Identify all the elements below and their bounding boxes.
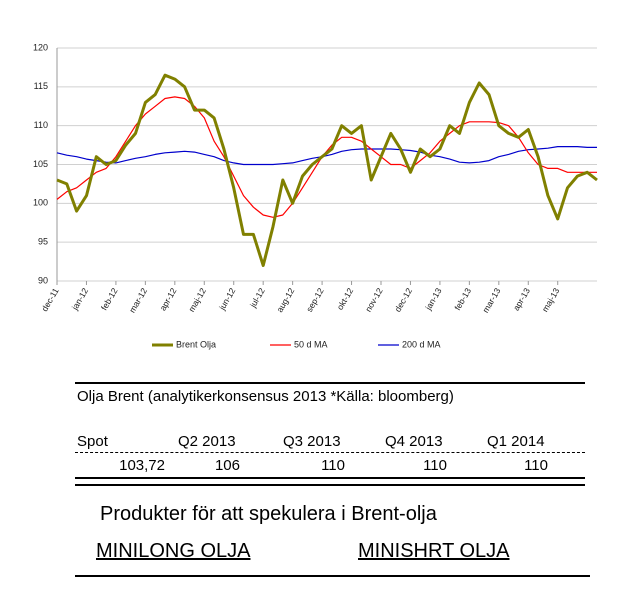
y-tick-label: 110	[34, 120, 48, 130]
y-tick-label: 105	[33, 159, 48, 169]
rule	[75, 382, 585, 384]
x-tick-label: aug-12	[274, 286, 296, 314]
link[interactable]: MINILONG OLJA	[96, 540, 251, 562]
table-header: Q4 2013	[385, 433, 443, 450]
table-header: Spot	[77, 433, 108, 450]
x-tick-label: jan-13	[423, 286, 444, 313]
series-line	[56, 73, 598, 267]
rule	[75, 452, 585, 453]
table-cell: 110	[321, 457, 345, 474]
x-tick-label: feb-13	[452, 286, 473, 312]
x-tick-label: dec-12	[392, 286, 414, 314]
x-tick-label: jun-12	[216, 286, 237, 313]
table-header: Q2 2013	[178, 433, 236, 450]
table-cell: 110	[423, 457, 447, 474]
chart: 90 95 100 105 110 115 120 dec-11 jan-12 feb-12 mar…	[33, 42, 598, 349]
rule	[75, 575, 590, 577]
legend-label: Brent Olja	[176, 339, 216, 349]
x-tick-label: maj-13	[540, 286, 562, 314]
rule	[75, 484, 585, 486]
x-tick-label: maj-12	[186, 286, 208, 314]
x-tick-label: sep-12	[304, 286, 326, 314]
x-tick-label: jan-12	[69, 286, 90, 313]
products-title: Produkter för att spekulera i Brent-olja	[100, 503, 437, 525]
rule	[75, 477, 585, 479]
table-cell: 110	[524, 457, 548, 474]
y-tick-label: 95	[38, 237, 48, 247]
legend-label: 200 d MA	[402, 339, 441, 349]
table-cell: 106	[214, 457, 240, 474]
x-tick-label: mar-12	[127, 286, 149, 315]
table-header: Q1 2014	[487, 433, 545, 450]
y-tick-label: 100	[33, 198, 48, 208]
series-line	[56, 146, 597, 166]
x-tick-label: dec-11	[39, 286, 60, 313]
x-tick-label: apr-12	[158, 286, 179, 313]
series-line	[56, 96, 597, 218]
table-title: Olja Brent (analytikerkonsensus 2013 *Kä…	[77, 388, 454, 405]
x-tick-label: apr-13	[511, 286, 532, 313]
y-tick-label: 120	[33, 42, 48, 52]
link[interactable]: MINISHRT OLJA	[358, 540, 510, 562]
x-tick-label: okt-12	[335, 286, 356, 312]
y-tick-label: 115	[34, 81, 48, 91]
x-tick-label: jul-12	[247, 286, 267, 310]
legend-label: 50 d MA	[294, 339, 328, 349]
x-tick-label: mar-13	[480, 286, 502, 315]
y-tick-label: 90	[38, 275, 48, 285]
x-tick-label: feb-12	[99, 286, 120, 312]
table-header: Q3 2013	[283, 433, 341, 450]
table-cell: 103,72	[119, 457, 165, 474]
x-tick-label: nov-12	[363, 286, 385, 314]
